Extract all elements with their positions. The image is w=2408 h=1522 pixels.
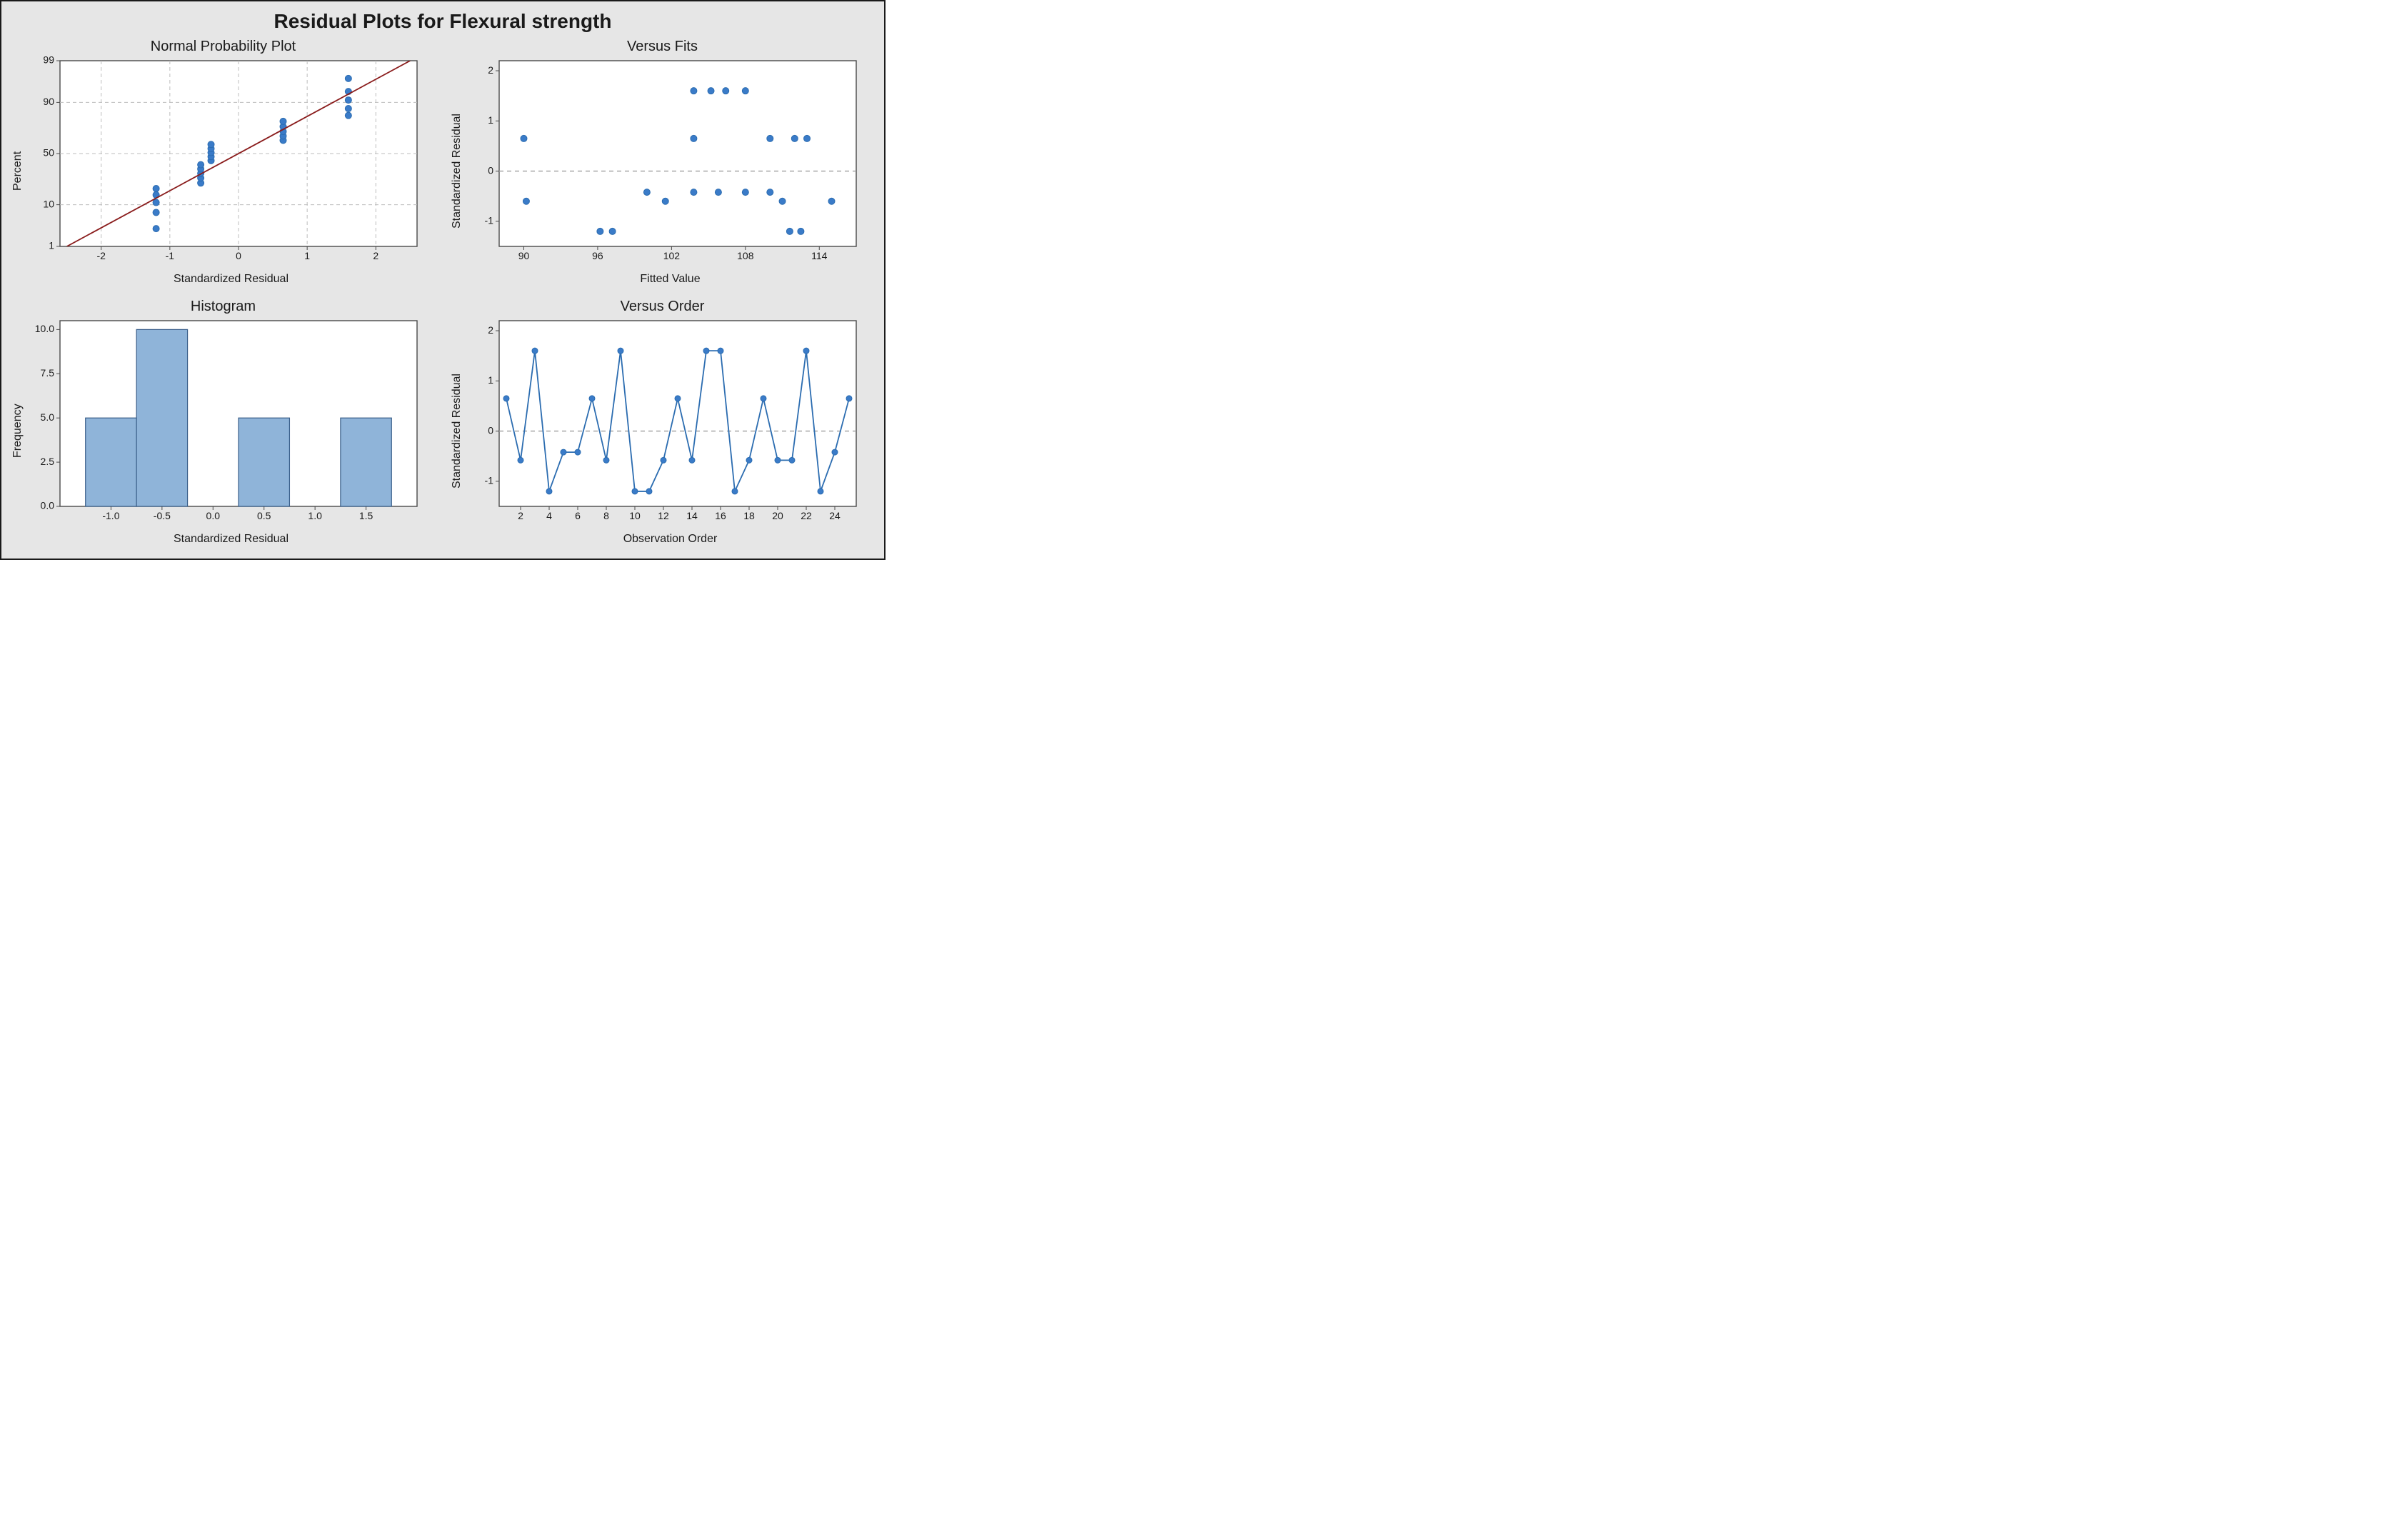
order-chart: 24681012141618202224-1012 [465, 316, 865, 524]
svg-text:-2: -2 [96, 250, 106, 261]
svg-text:5.0: 5.0 [41, 411, 55, 423]
svg-text:10.0: 10.0 [35, 323, 54, 334]
svg-text:-1.0: -1.0 [102, 510, 119, 521]
svg-text:24: 24 [829, 510, 841, 521]
svg-text:-0.5: -0.5 [154, 510, 171, 521]
svg-text:99: 99 [43, 56, 54, 66]
panel-hist: Histogram Frequency -1.0 -0.5 0.0 0.5 1.0 1.5… [10, 299, 436, 546]
svg-text:22: 22 [801, 510, 812, 521]
svg-text:14: 14 [686, 510, 698, 521]
svg-text:0.5: 0.5 [257, 510, 271, 521]
order-title: Versus Order [449, 299, 876, 315]
svg-text:6: 6 [575, 510, 581, 521]
hist-title: Histogram [10, 299, 436, 315]
svg-text:18: 18 [743, 510, 755, 521]
svg-text:10: 10 [43, 198, 54, 209]
svg-text:-1: -1 [485, 215, 494, 226]
panel-grid: Normal Probability Plot Percent -2-10121… [10, 39, 876, 546]
svg-text:10: 10 [629, 510, 641, 521]
svg-text:2: 2 [488, 324, 493, 336]
main-title: Residual Plots for Flexural strength [10, 10, 876, 33]
svg-text:108: 108 [737, 250, 754, 261]
svg-text:0.0: 0.0 [206, 510, 221, 521]
svg-text:1: 1 [304, 250, 310, 261]
svg-text:1.5: 1.5 [359, 510, 373, 521]
svg-text:12: 12 [658, 510, 669, 521]
panel-order: Versus Order Standardized Residual 24681… [449, 299, 876, 546]
svg-text:90: 90 [43, 96, 54, 107]
svg-text:114: 114 [811, 250, 828, 261]
svg-text:20: 20 [772, 510, 783, 521]
svg-text:1.0: 1.0 [308, 510, 322, 521]
svg-text:8: 8 [603, 510, 609, 521]
svg-text:7.5: 7.5 [41, 367, 55, 379]
svg-text:0: 0 [488, 424, 493, 436]
svg-text:50: 50 [43, 147, 54, 159]
svg-text:96: 96 [592, 250, 603, 261]
svg-text:0: 0 [236, 250, 241, 261]
svg-text:2: 2 [488, 64, 493, 76]
fits-chart: 90 96 102 108 114 -1 0 1 2 [465, 56, 865, 264]
npp-chart: -2 -1 0 1 2 1 10 50 90 99 [26, 56, 426, 264]
svg-text:1: 1 [49, 240, 54, 251]
hist-chart: -1.0 -0.5 0.0 0.5 1.0 1.5 0.0 2.5 5.0 7.5 10.0 [26, 316, 426, 524]
hist-ylabel: Frequency [10, 316, 26, 546]
svg-text:2: 2 [518, 510, 523, 521]
hist-xlabel: Standardized Residual [26, 531, 436, 546]
fits-title: Versus Fits [449, 39, 876, 55]
svg-text:1: 1 [488, 374, 493, 386]
svg-text:102: 102 [663, 250, 681, 261]
order-ylabel: Standardized Residual [449, 316, 465, 546]
npp-title: Normal Probability Plot [10, 39, 436, 55]
panel-fits: Versus Fits Standardized Residual 909610… [449, 39, 876, 286]
order-xlabel: Observation Order [465, 531, 876, 546]
svg-text:0: 0 [488, 164, 493, 176]
panel-npp: Normal Probability Plot Percent -2 -1 0 1 2 1… [10, 39, 436, 286]
svg-text:-1: -1 [166, 250, 175, 261]
svg-text:4: 4 [546, 510, 552, 521]
svg-text:0.0: 0.0 [41, 500, 55, 511]
npp-ylabel: Percent [10, 56, 26, 286]
svg-text:16: 16 [715, 510, 726, 521]
svg-text:-1: -1 [485, 475, 494, 486]
npp-xlabel: Standardized Residual [26, 271, 436, 286]
figure-container: Residual Plots for Flexural strength Nor… [0, 0, 886, 560]
svg-text:1: 1 [488, 114, 493, 126]
fits-ylabel: Standardized Residual [449, 56, 465, 286]
svg-text:2: 2 [373, 250, 378, 261]
svg-text:90: 90 [518, 250, 530, 261]
svg-text:2.5: 2.5 [41, 456, 55, 467]
fits-xlabel: Fitted Value [465, 271, 876, 286]
